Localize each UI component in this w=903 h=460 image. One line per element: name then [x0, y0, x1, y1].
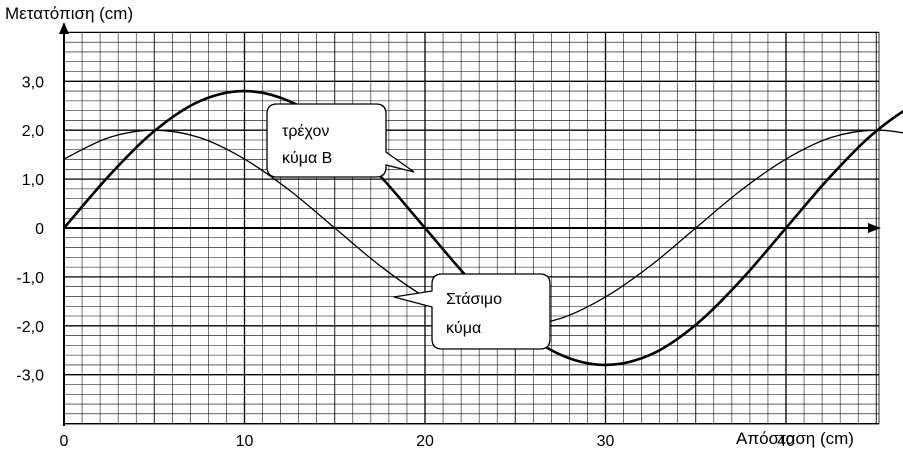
y-tick-label: -1,0 — [16, 270, 44, 287]
callout-standing-wave: Στάσιμο κύμα — [393, 273, 551, 350]
callout-travelling-wave-line-1: τρέχον — [282, 123, 329, 140]
callout-standing-wave-line-1: Στάσιμο — [446, 291, 502, 308]
callout-travelling-wave-box — [266, 103, 415, 178]
tick-labels: 0102030405060703,02,01,00-1,0-2,0-3,0 — [16, 74, 795, 450]
y-tick-label: 0 — [35, 221, 44, 238]
y-tick-label: 3,0 — [22, 74, 44, 91]
y-axis-label: Μετατόπιση (cm) — [5, 4, 133, 23]
x-tick-label: 20 — [416, 433, 434, 450]
series-travelling-wave — [63, 129, 903, 327]
y-axis-arrow — [59, 22, 69, 34]
callout-travelling-wave: τρέχον κύμα Β — [266, 103, 415, 178]
x-tick-label: 40 — [777, 433, 795, 450]
x-tick-label: 10 — [236, 433, 254, 450]
callout-travelling-wave-line-2: κύμα Β — [282, 150, 332, 167]
axes — [59, 22, 881, 426]
y-tick-label: -3,0 — [16, 368, 44, 385]
y-tick-label: 2,0 — [22, 123, 44, 140]
x-tick-label: 0 — [60, 433, 69, 450]
callouts: τρέχον κύμα Β Στάσιμο κύμα — [266, 103, 551, 350]
callout-standing-wave-box — [393, 273, 551, 350]
x-axis-label: Απόσταση (cm) — [736, 429, 854, 448]
x-tick-label: 30 — [597, 433, 615, 450]
x-axis-arrow — [868, 223, 881, 233]
y-tick-label: 1,0 — [22, 172, 44, 189]
y-tick-label: -2,0 — [16, 319, 44, 336]
callout-standing-wave-line-2: κύμα — [446, 320, 481, 337]
